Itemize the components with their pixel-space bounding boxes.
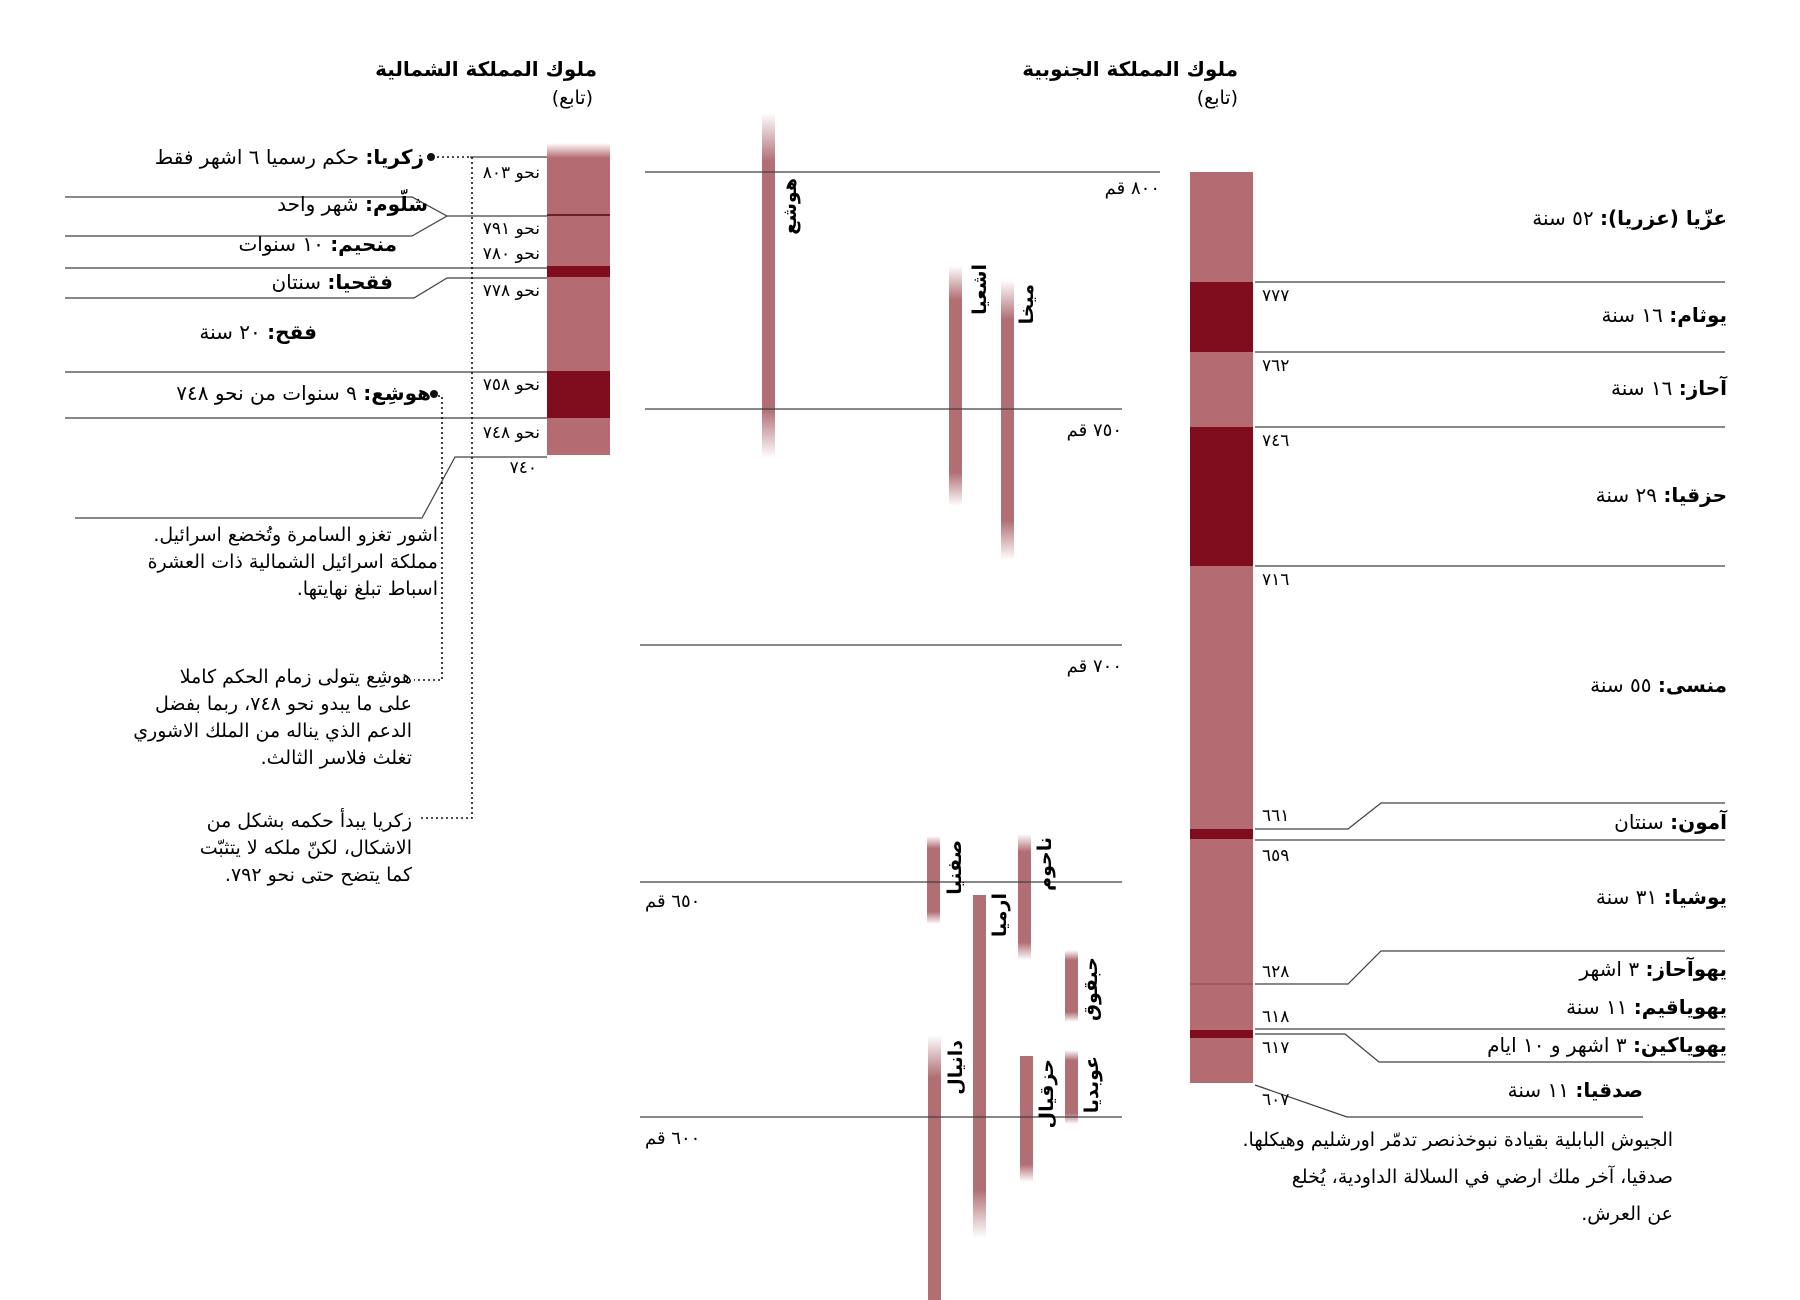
- prophet-bar-obadiah: [1065, 1050, 1078, 1124]
- prophet-bar-ezekiel: [1020, 1056, 1033, 1182]
- south-callout-amon: [1255, 802, 1725, 830]
- south-date-618: ٦١٨: [1262, 1007, 1290, 1027]
- south-date-762: ٧٦٢: [1262, 356, 1290, 376]
- prophet-bar-isaiah: [949, 266, 962, 506]
- dotted-connectors: [414, 156, 473, 819]
- north-king-pekah: فقح: ٢٠ سنة: [199, 320, 317, 344]
- north-bar-divider-791: [547, 214, 610, 216]
- north-callout-pekahiah: [65, 277, 547, 299]
- south-king-josiah: يوشيا: ٣١ سنة: [1595, 885, 1727, 909]
- north-callout-740: [75, 456, 547, 519]
- south-king-jehoiakim: يهوياقيم: ١١ سنة: [1566, 995, 1727, 1019]
- south-bar-seg-jehoiachin: [1190, 1030, 1253, 1038]
- north-title-cont: (تابع): [551, 87, 593, 109]
- bullet-zechariah: [427, 153, 435, 161]
- south-date-617: ٦١٧: [1262, 1038, 1290, 1058]
- axis-label-750: ٧٥٠ قم: [1066, 420, 1122, 441]
- north-date-740: ٧٤٠: [509, 458, 537, 478]
- south-bar-seg-zedekiah: [1190, 1038, 1253, 1083]
- note-zechariah-rule: زكريا يبدأ حكمه بشكل من الاشكال، لكنّ مل…: [199, 810, 412, 886]
- north-king-menahem: منحيم: ١٠ سنوات: [238, 232, 397, 256]
- north-callout-lines: [65, 156, 547, 519]
- axis-label-600: ٦٠٠ قم: [645, 1128, 701, 1149]
- south-bar-seg-hezekiah: [1190, 427, 1253, 566]
- prophet-bar-jeremiah: [973, 895, 986, 1238]
- south-bar-seg-amon: [1190, 829, 1253, 839]
- axis-label-700: ٧٠٠ قم: [1066, 656, 1122, 677]
- prophet-bar-habakkuk: [1065, 950, 1078, 1022]
- south-bar-seg-uzziah: [1190, 172, 1253, 282]
- south-king-manasseh: منسى: ٥٥ سنة: [1590, 673, 1727, 697]
- north-date-803: نحو ٨٠٣: [482, 163, 540, 183]
- south-bar-seg-ahaz: [1190, 352, 1253, 427]
- north-bar-seg-pekahiah: [547, 266, 610, 277]
- north-bar-seg-758-748: [547, 371, 610, 418]
- callout-bullets: [427, 153, 438, 398]
- south-date-661: ٦٦١: [1262, 806, 1290, 826]
- south-callout-jehoiachin: [1255, 1033, 1725, 1063]
- note-hoshea-rule: هوشِع يتولى زمام الحكم كاملا على ما يبدو…: [133, 666, 412, 769]
- south-bar-seg-manasseh: [1190, 566, 1253, 829]
- south-title-cont: (تابع): [1196, 87, 1238, 109]
- axis-label-800: ٨٠٠ قم: [1104, 178, 1160, 199]
- south-king-jehoahaz: يهوآحاز: ٣ اشهر: [1579, 957, 1727, 981]
- south-king-ahaz: آحاز: ١٦ سنة: [1610, 376, 1727, 400]
- prophet-bar-daniel: [928, 1035, 941, 1300]
- axis-lines: [640, 171, 1160, 1118]
- south-bar-seg-jotham: [1190, 282, 1253, 352]
- north-bar-seg-hoshea: [547, 418, 610, 455]
- north-date-791: نحو ٧٩١: [482, 219, 540, 239]
- north-king-shallum: شلّوم: شهر واحد: [277, 192, 428, 216]
- north-date-780: نحو ٧٨٠: [482, 244, 540, 264]
- south-date-607: ٦٠٧: [1262, 1090, 1290, 1110]
- prophet-bar-micah: [1001, 280, 1014, 560]
- south-title: ملوك المملكة الجنوبية: [1022, 57, 1238, 81]
- south-king-uzziah: عزّيا (عزريا): ٥٢ سنة: [1532, 206, 1727, 230]
- south-callout-lines: [1254, 281, 1725, 1118]
- south-bar-seg-josiah: [1190, 839, 1253, 983]
- south-king-amon: آمون: سنتان: [1614, 810, 1727, 834]
- north-callout-shallum-top: [65, 196, 547, 217]
- south-date-716: ٧١٦: [1262, 570, 1290, 590]
- north-date-778: نحو ٧٧٨: [482, 281, 540, 301]
- north-bar-fade-top: [547, 143, 610, 158]
- north-king-hoshea: هوشِع: ٩ سنوات من نحو ٧٤٨: [176, 381, 431, 405]
- south-callout-zedekiah: [1254, 1084, 1643, 1118]
- prophet-bar-nahum: [1018, 834, 1031, 960]
- note-assyria-invasion: اشور تغزو السامرة وتُخضع اسرائيل. مملكة …: [147, 524, 438, 600]
- prophet-bar-hosea: [762, 113, 775, 458]
- south-king-zedekiah: صدقيا: ١١ سنة: [1507, 1078, 1643, 1102]
- north-bar-seg-zechariah: [547, 158, 610, 214]
- axis-label-650: ٦٥٠ قم: [645, 891, 701, 912]
- south-date-777: ٧٧٧: [1262, 286, 1290, 306]
- prophet-bar-zephaniah: [927, 836, 940, 924]
- south-date-746: ٧٤٦: [1262, 431, 1290, 451]
- south-callout-jehoahaz: [1255, 950, 1725, 985]
- note-babylonian-armies: الجيوش البابلية بقيادة نبوخذنصر تدمّر او…: [1242, 1129, 1673, 1225]
- south-date-659: ٦٥٩: [1262, 846, 1290, 866]
- south-king-hezekiah: حزقيا: ٢٩ سنة: [1595, 483, 1727, 507]
- south-date-628: ٦٢٨: [1262, 962, 1290, 982]
- south-king-jehoiachin: يهوياكين: ٣ اشهر و ١٠ ايام: [1487, 1033, 1727, 1057]
- south-king-jotham: يوثام: ١٦ سنة: [1601, 303, 1727, 327]
- bullet-hoshea: [430, 390, 438, 398]
- north-king-pekahiah: فقحيا: سنتان: [271, 270, 393, 294]
- north-date-748: نحو ٧٤٨: [482, 423, 540, 443]
- dotted-connector-hoshea: [414, 395, 443, 681]
- south-bar-seg-jehoiakim: [1190, 985, 1253, 1030]
- north-title: ملوك المملكة الشمالية: [375, 57, 597, 81]
- north-bar-seg-menahem: [547, 216, 610, 266]
- north-king-zechariah: زكريا: حكم رسميا ٦ اشهر فقط: [154, 145, 424, 169]
- dotted-connector-zechariah: [419, 156, 473, 819]
- north-bar-seg-pekah: [547, 277, 610, 371]
- north-date-758: نحو ٧٥٨: [482, 375, 540, 395]
- north-callout-shallum-bottom: [65, 215, 448, 237]
- south-bar-divider-628: [1190, 983, 1253, 985]
